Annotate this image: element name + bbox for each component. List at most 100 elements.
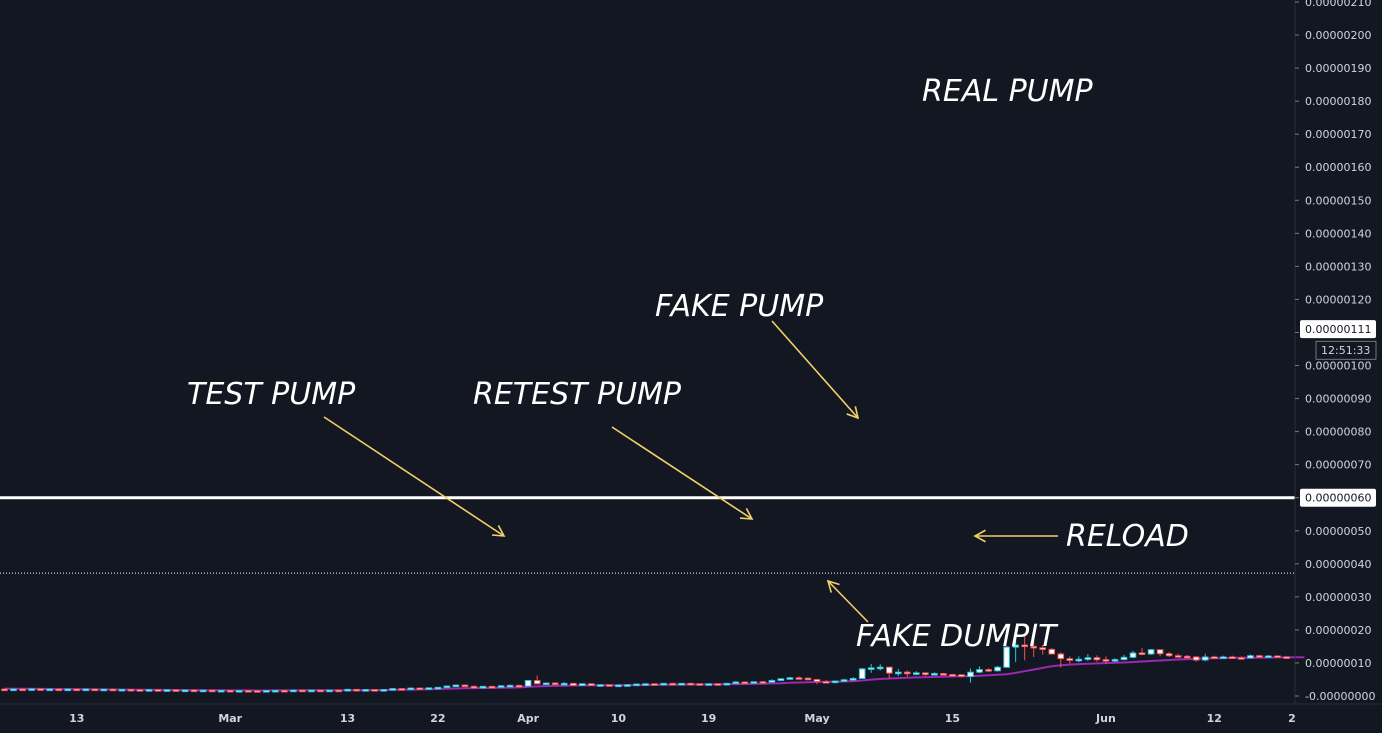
candle[interactable] — [786, 676, 794, 680]
candle[interactable] — [904, 670, 911, 677]
candle[interactable] — [669, 682, 676, 686]
candle[interactable] — [136, 689, 144, 692]
candle[interactable] — [1220, 655, 1227, 659]
candle[interactable] — [750, 681, 758, 684]
candle[interactable] — [461, 684, 469, 688]
candle[interactable] — [64, 688, 72, 692]
candle[interactable] — [434, 686, 442, 690]
candle[interactable] — [1274, 655, 1281, 658]
candle[interactable] — [37, 688, 44, 691]
candle[interactable] — [10, 688, 17, 692]
candle[interactable] — [497, 685, 505, 688]
candle[interactable] — [479, 685, 487, 689]
candle[interactable] — [849, 677, 857, 681]
candle[interactable] — [876, 664, 884, 671]
candle[interactable] — [55, 688, 63, 692]
candle[interactable] — [1201, 653, 1209, 662]
candle[interactable] — [1211, 655, 1218, 659]
candle[interactable] — [425, 687, 433, 690]
candle[interactable] — [985, 668, 992, 673]
candle[interactable] — [886, 666, 893, 680]
candle[interactable] — [804, 677, 812, 681]
candle[interactable] — [28, 688, 35, 691]
candle[interactable] — [813, 678, 821, 685]
candle[interactable] — [263, 690, 270, 693]
candle[interactable] — [371, 689, 378, 692]
candle[interactable] — [588, 683, 595, 686]
candle[interactable] — [19, 688, 26, 692]
candle[interactable] — [940, 672, 947, 676]
candle[interactable] — [506, 684, 514, 688]
candle[interactable] — [678, 682, 685, 686]
candle[interactable] — [795, 676, 803, 680]
candle[interactable] — [705, 683, 713, 686]
candle[interactable] — [335, 689, 342, 693]
candle[interactable] — [741, 681, 749, 685]
candle[interactable] — [100, 688, 108, 692]
candle[interactable] — [1, 688, 8, 692]
candle[interactable] — [1057, 652, 1065, 668]
candle[interactable] — [172, 689, 180, 692]
candle[interactable] — [515, 684, 523, 688]
candle[interactable] — [967, 668, 974, 683]
candle[interactable] — [1147, 649, 1155, 656]
candle[interactable] — [759, 680, 767, 684]
candle[interactable] — [560, 682, 568, 686]
candle[interactable] — [118, 688, 126, 692]
candle[interactable] — [822, 680, 830, 684]
candle[interactable] — [235, 690, 243, 693]
candle[interactable] — [154, 689, 162, 692]
candle[interactable] — [1012, 633, 1019, 663]
candle[interactable] — [687, 682, 694, 686]
candle[interactable] — [651, 683, 658, 686]
candle[interactable] — [389, 688, 396, 691]
candle[interactable] — [994, 665, 1001, 672]
candle[interactable] — [542, 682, 550, 686]
candle[interactable] — [470, 685, 478, 689]
candle[interactable] — [858, 667, 866, 680]
candle[interactable] — [976, 666, 983, 674]
candle[interactable] — [615, 684, 622, 688]
candle[interactable] — [145, 689, 153, 692]
candle[interactable] — [660, 682, 667, 686]
candle[interactable] — [1003, 645, 1010, 668]
candle[interactable] — [272, 689, 279, 693]
candle[interactable] — [732, 681, 740, 685]
candle[interactable] — [949, 673, 956, 677]
candle[interactable] — [199, 689, 207, 693]
candle[interactable] — [958, 674, 965, 678]
candle[interactable] — [254, 690, 261, 693]
candle[interactable] — [452, 684, 460, 688]
candle[interactable] — [1174, 653, 1182, 658]
candle[interactable] — [524, 680, 532, 687]
candle[interactable] — [1039, 645, 1047, 655]
candle[interactable] — [46, 688, 54, 692]
candle[interactable] — [299, 689, 306, 693]
candle[interactable] — [1192, 656, 1200, 662]
candle[interactable] — [1120, 654, 1128, 661]
candle[interactable] — [1048, 648, 1056, 655]
candle[interactable] — [488, 685, 496, 689]
candle[interactable] — [109, 688, 117, 692]
candle[interactable] — [1256, 654, 1263, 658]
candle[interactable] — [181, 689, 189, 693]
candle[interactable] — [407, 687, 415, 691]
candle[interactable] — [344, 688, 351, 692]
candle[interactable] — [1030, 640, 1038, 658]
candle[interactable] — [82, 688, 90, 692]
candle[interactable] — [831, 680, 839, 684]
candle[interactable] — [597, 684, 604, 687]
candle[interactable] — [1156, 649, 1164, 657]
candle[interactable] — [533, 675, 541, 685]
candle[interactable] — [443, 685, 451, 689]
candle[interactable] — [867, 663, 875, 673]
candle[interactable] — [163, 689, 171, 692]
candle[interactable] — [416, 687, 424, 691]
candle[interactable] — [913, 671, 920, 676]
candle[interactable] — [922, 672, 929, 677]
candle[interactable] — [1066, 656, 1074, 664]
candle[interactable] — [714, 683, 722, 686]
candle[interactable] — [73, 688, 81, 692]
candle[interactable] — [633, 683, 640, 687]
candle[interactable] — [380, 689, 387, 692]
